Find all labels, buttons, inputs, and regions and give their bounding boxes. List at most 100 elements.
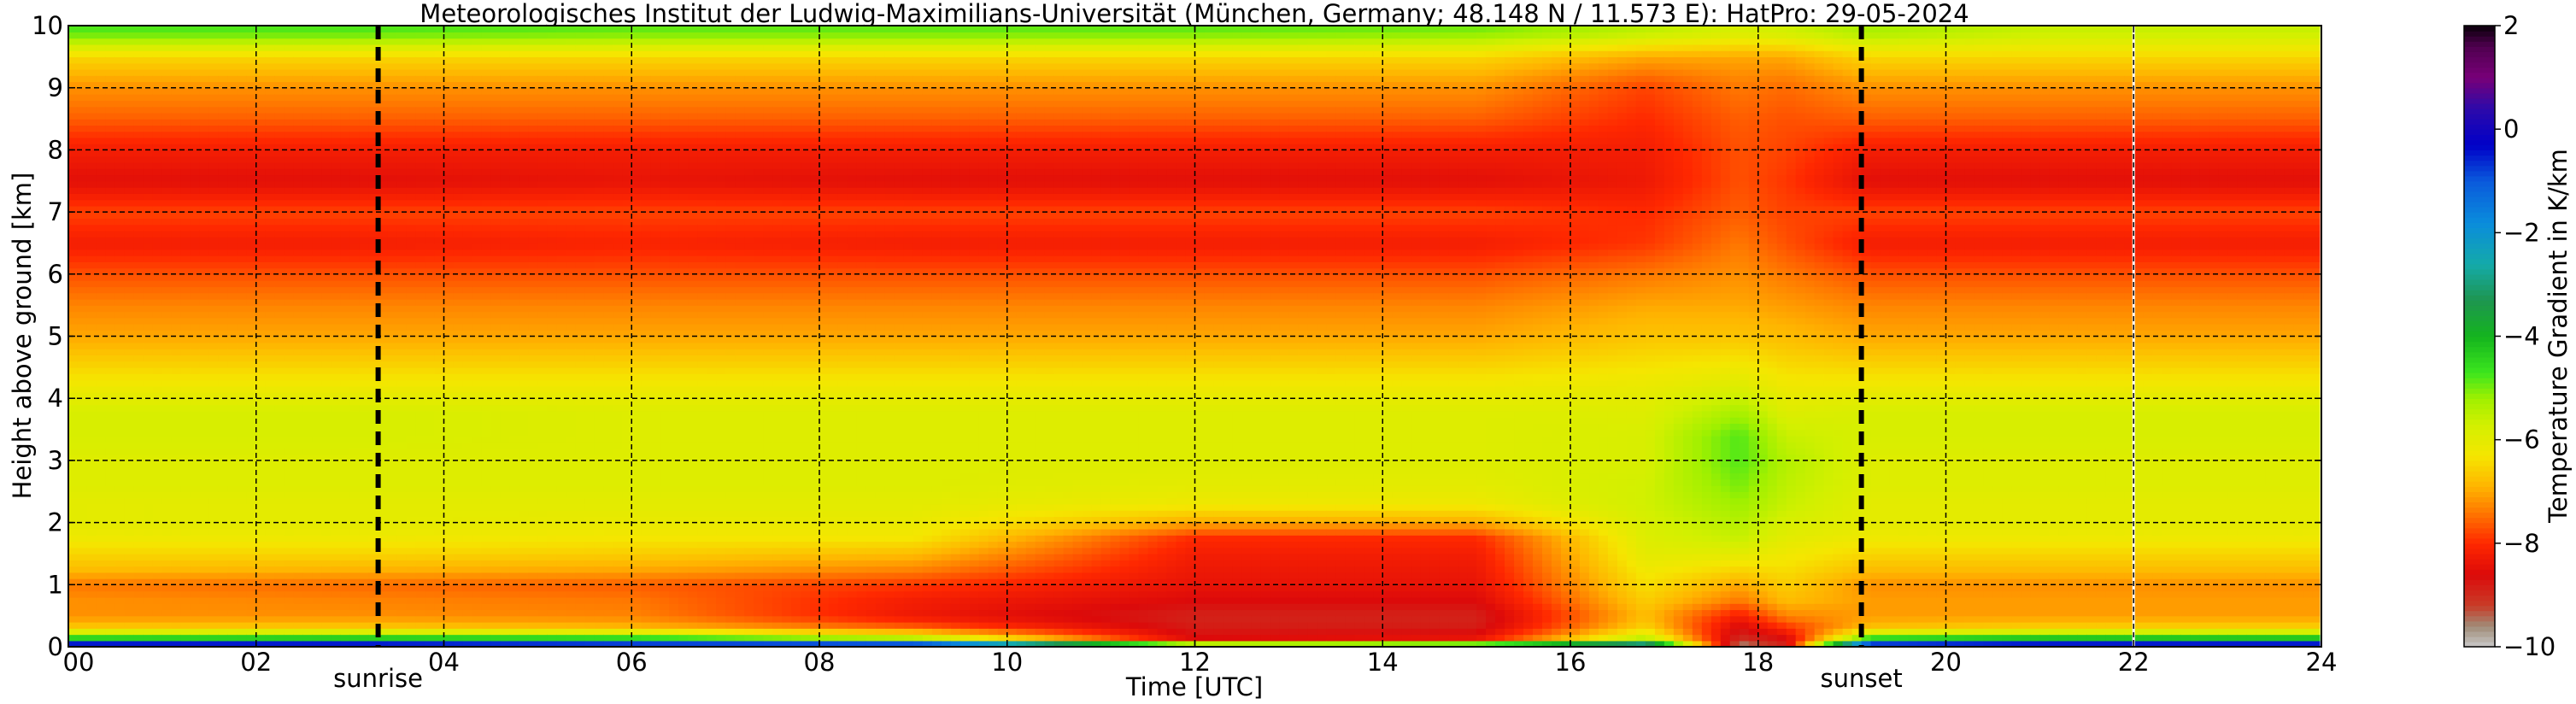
- heatmap-cell: [340, 323, 351, 331]
- heatmap-cell: [443, 590, 455, 598]
- heatmap-cell: [481, 81, 492, 89]
- heatmap-cell: [180, 106, 191, 114]
- heatmap-cell: [340, 38, 351, 45]
- heatmap-cell: [227, 615, 238, 623]
- heatmap-cell: [302, 454, 314, 461]
- heatmap-cell: [368, 355, 379, 362]
- heatmap-cell: [481, 155, 492, 163]
- heatmap-cell: [77, 491, 88, 499]
- heatmap-cell: [246, 323, 257, 331]
- heatmap-cell: [171, 237, 182, 244]
- heatmap-cell: [528, 330, 539, 337]
- heatmap-cell: [490, 478, 502, 486]
- heatmap-cell: [77, 93, 88, 101]
- heatmap-cell: [396, 112, 408, 120]
- heatmap-cell: [509, 100, 520, 108]
- heatmap-cell: [415, 286, 426, 294]
- heatmap-cell: [359, 205, 370, 213]
- heatmap-cell: [519, 50, 530, 58]
- heatmap-cell: [124, 212, 135, 220]
- heatmap-cell: [443, 497, 455, 505]
- heatmap-cell: [265, 112, 276, 120]
- heatmap-cell: [378, 56, 389, 64]
- heatmap-cell: [434, 280, 445, 288]
- heatmap-cell: [255, 391, 267, 399]
- heatmap-cell: [331, 174, 342, 182]
- heatmap-cell: [481, 491, 492, 499]
- heatmap-cell: [255, 547, 267, 554]
- heatmap-cell: [349, 230, 361, 238]
- heatmap-cell: [443, 224, 455, 232]
- heatmap-cell: [143, 628, 154, 636]
- heatmap-cell: [161, 547, 173, 554]
- heatmap-cell: [472, 330, 483, 337]
- heatmap-cell: [274, 87, 285, 95]
- heatmap-cell: [406, 497, 417, 505]
- heatmap-cell: [481, 553, 492, 560]
- heatmap-cell: [265, 330, 276, 337]
- heatmap-cell: [161, 584, 173, 592]
- heatmap-cell: [472, 448, 483, 455]
- heatmap-cell: [312, 634, 323, 642]
- heatmap-cell: [500, 398, 511, 406]
- heatmap-cell: [415, 367, 426, 374]
- heatmap-cell: [359, 230, 370, 238]
- heatmap-cell: [519, 212, 530, 220]
- heatmap-cell: [321, 578, 332, 585]
- heatmap-cell: [425, 336, 436, 343]
- heatmap-cell: [274, 634, 285, 642]
- heatmap-cell: [425, 44, 436, 51]
- heatmap-cell: [86, 81, 97, 89]
- heatmap-cell: [509, 391, 520, 399]
- heatmap-cell: [425, 205, 436, 213]
- heatmap-cell: [161, 161, 173, 169]
- heatmap-cell: [453, 155, 464, 163]
- heatmap-cell: [406, 367, 417, 374]
- heatmap-cell: [500, 100, 511, 108]
- heatmap-cell: [349, 590, 361, 598]
- heatmap-cell: [237, 603, 248, 611]
- heatmap-cell: [143, 75, 154, 83]
- heatmap-cell: [349, 528, 361, 536]
- heatmap-cell: [519, 615, 530, 623]
- heatmap-cell: [528, 503, 539, 511]
- heatmap-cell: [171, 336, 182, 343]
- heatmap-cell: [331, 442, 342, 449]
- heatmap-cell: [378, 237, 389, 244]
- heatmap-cell: [349, 155, 361, 163]
- heatmap-cell: [161, 44, 173, 51]
- heatmap-cell: [519, 398, 530, 406]
- heatmap-cell: [124, 224, 135, 232]
- heatmap-cell: [490, 578, 502, 585]
- heatmap-cell: [481, 106, 492, 114]
- heatmap-cell: [378, 361, 389, 368]
- heatmap-cell: [237, 168, 248, 176]
- heatmap-cell: [218, 572, 229, 579]
- heatmap-cell: [340, 560, 351, 567]
- heatmap-cell: [133, 423, 144, 431]
- heatmap-cell: [77, 62, 88, 70]
- heatmap-cell: [218, 510, 229, 518]
- heatmap-cell: [490, 155, 502, 163]
- heatmap-cell: [265, 590, 276, 598]
- heatmap-cell: [265, 131, 276, 138]
- heatmap-cell: [293, 286, 304, 294]
- heatmap-cell: [133, 144, 144, 151]
- heatmap-cell: [528, 298, 539, 306]
- heatmap-cell: [143, 218, 154, 226]
- heatmap-cell: [302, 603, 314, 611]
- heatmap-cell: [86, 417, 97, 424]
- heatmap-cell: [199, 112, 210, 120]
- heatmap-cell: [490, 460, 502, 467]
- heatmap-cell: [396, 603, 408, 611]
- heatmap-cell: [425, 522, 436, 530]
- heatmap-cell: [509, 62, 520, 70]
- heatmap-cell: [171, 510, 182, 518]
- heatmap-cell: [284, 398, 295, 406]
- heatmap-cell: [161, 349, 173, 356]
- heatmap-cell: [190, 435, 201, 443]
- heatmap-cell: [124, 510, 135, 518]
- heatmap-cell: [124, 472, 135, 480]
- heatmap-cell: [180, 466, 191, 474]
- heatmap-cell: [331, 522, 342, 530]
